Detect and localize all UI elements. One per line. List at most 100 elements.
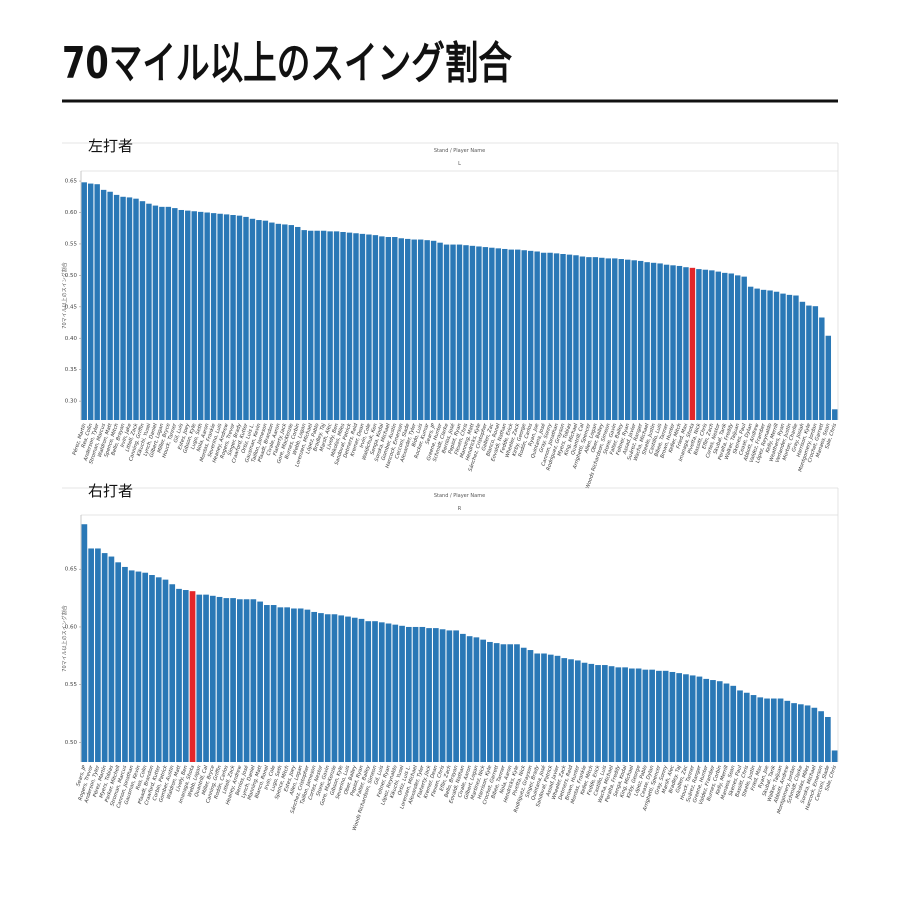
- bar: [333, 231, 340, 420]
- bar: [439, 629, 446, 762]
- bar: [122, 566, 128, 762]
- bar: [378, 622, 385, 762]
- bar: [216, 596, 223, 762]
- bar: [767, 290, 773, 420]
- bar: [399, 625, 405, 762]
- bar: [493, 643, 500, 762]
- bar: [825, 716, 831, 762]
- bar: [527, 250, 534, 420]
- bar: [586, 257, 592, 420]
- bar: [88, 548, 94, 762]
- bar: [81, 524, 88, 762]
- bar: [656, 670, 662, 762]
- bar: [417, 239, 424, 420]
- bar: [696, 676, 703, 762]
- y-axis-label: 70マイル以上のスイング割合: [61, 262, 68, 328]
- bar: [453, 630, 459, 762]
- bar: [592, 257, 599, 420]
- bar: [95, 548, 101, 762]
- bar: [818, 711, 824, 762]
- bar: [146, 203, 152, 420]
- bar: [236, 215, 243, 420]
- y-tick-label: 0.45: [65, 304, 78, 310]
- y-tick-label: 0.60: [65, 624, 78, 630]
- bar: [747, 286, 754, 420]
- bar: [204, 212, 210, 420]
- bar: [419, 626, 426, 762]
- bar: [495, 248, 502, 420]
- bar: [547, 252, 553, 420]
- bar: [304, 609, 311, 762]
- bar: [379, 236, 385, 420]
- bar: [165, 206, 172, 420]
- bar: [618, 259, 624, 420]
- bar: [135, 571, 142, 762]
- bar: [405, 626, 412, 762]
- bar: [392, 624, 399, 762]
- bar: [573, 255, 579, 420]
- bar: [482, 247, 489, 420]
- bar: [230, 598, 236, 762]
- bar: [460, 633, 466, 762]
- bar: [757, 697, 764, 762]
- bar: [270, 605, 277, 762]
- bar: [644, 262, 650, 420]
- bar: [358, 618, 365, 762]
- header: Stand / Player Name: [434, 493, 485, 499]
- x-tick-label: Gil, Luis: [173, 422, 185, 443]
- bar: [113, 194, 120, 420]
- y-axis-label: 70マイル以上のスイング割合: [61, 605, 68, 671]
- bar: [629, 668, 635, 762]
- bar: [730, 685, 737, 762]
- bar: [547, 654, 554, 762]
- bar: [710, 680, 716, 762]
- header-value: R: [458, 506, 462, 512]
- bar: [366, 234, 372, 420]
- bar: [534, 653, 541, 762]
- bar: [243, 216, 249, 420]
- bar: [392, 237, 398, 420]
- bar: [353, 233, 359, 420]
- bar: [277, 607, 284, 762]
- bar: [318, 613, 324, 762]
- bar: [612, 258, 618, 420]
- bar: [256, 220, 262, 420]
- bar: [87, 183, 94, 420]
- header: Stand / Player Name: [434, 148, 485, 154]
- bar: [197, 211, 204, 420]
- bar: [372, 235, 379, 420]
- bar: [284, 607, 290, 762]
- bar: [398, 238, 404, 420]
- bar: [311, 611, 318, 762]
- bar: [709, 270, 715, 420]
- bar: [670, 265, 676, 420]
- bar: [480, 639, 486, 762]
- bar: [297, 608, 304, 762]
- bar: [128, 570, 135, 762]
- bar: [806, 305, 812, 420]
- bar: [500, 644, 507, 762]
- bar: [676, 265, 683, 420]
- bar: [715, 271, 722, 420]
- bar: [372, 621, 378, 762]
- bar: [359, 233, 366, 420]
- bar: [365, 621, 372, 762]
- bar: [426, 628, 432, 762]
- bar: [223, 598, 230, 762]
- bar: [307, 230, 314, 420]
- bar: [463, 245, 469, 420]
- bar: [734, 275, 741, 420]
- bar: [728, 273, 734, 420]
- bar: [469, 245, 476, 420]
- bar: [139, 201, 146, 420]
- bar: [196, 594, 203, 762]
- bar: [176, 588, 182, 762]
- bar: [780, 293, 786, 420]
- bar: [650, 262, 657, 420]
- bar: [149, 575, 155, 762]
- bar: [456, 244, 463, 420]
- bar: [502, 248, 508, 420]
- bar: [831, 750, 838, 762]
- bar: [723, 683, 730, 762]
- bar: [515, 249, 521, 420]
